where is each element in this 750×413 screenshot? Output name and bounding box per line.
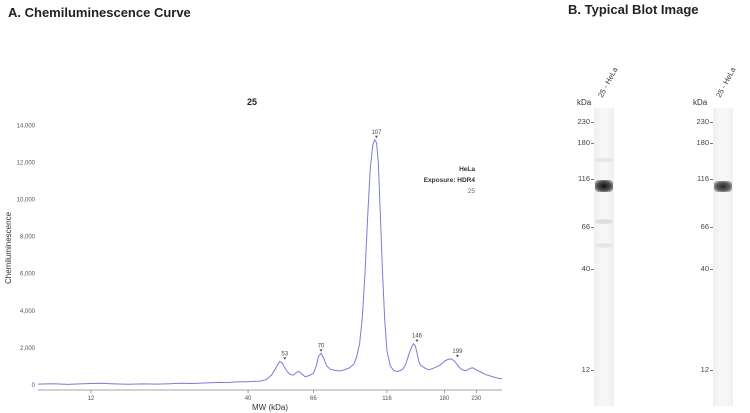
ladder-label: 40 xyxy=(700,263,709,273)
x-tick-label: 180 xyxy=(439,396,450,402)
peak-marker xyxy=(415,339,419,343)
panel-b-title: B. Typical Blot Image xyxy=(568,2,699,17)
ladder-tick xyxy=(710,179,713,181)
ladder-label: 40 xyxy=(581,263,590,273)
peak-label: 107 xyxy=(371,130,382,136)
y-tick-label: 12,000 xyxy=(17,161,36,167)
panel-a-title: A. Chemiluminescence Curve xyxy=(8,5,191,20)
x-axis-ticks: 12 40 66 116 180 230 xyxy=(88,390,482,402)
peak-label: 146 xyxy=(412,334,423,340)
legend-line: 25 xyxy=(468,188,476,195)
x-tick-label: 12 xyxy=(88,396,95,402)
ladder-tick xyxy=(591,268,594,270)
peak-marker xyxy=(283,357,287,360)
y-tick-label: 6,000 xyxy=(20,272,36,278)
y-tick-label: 10,000 xyxy=(17,198,36,204)
blot-lane xyxy=(713,108,733,406)
kda-label: kDa xyxy=(577,98,592,107)
y-tick-label: 14,000 xyxy=(17,123,36,129)
x-tick-label: 66 xyxy=(310,396,317,402)
ladder-label: 230 xyxy=(696,117,709,126)
ladder-tick xyxy=(710,226,713,228)
blot-band xyxy=(595,157,613,163)
peak-label: 53 xyxy=(281,351,288,357)
peak-labels: 53 70 107 146 199 xyxy=(281,130,463,360)
ladder-tick xyxy=(710,370,713,371)
y-axis: 0 2,000 4,000 6,000 8,000 10,000 12,000 14,000 xyxy=(17,123,36,388)
y-tick-label: 8,000 xyxy=(20,235,36,241)
peak-label: 70 xyxy=(318,343,325,349)
ladder-label: 230 xyxy=(577,117,590,126)
ladder-tick xyxy=(591,122,594,123)
blot-lane xyxy=(594,108,614,406)
ladder-tick xyxy=(591,179,594,181)
y-tick-label: 0 xyxy=(32,383,36,389)
peak-marker xyxy=(455,354,460,358)
ladder-label: 66 xyxy=(581,221,590,231)
ladder-label: 116 xyxy=(697,174,709,184)
ladder-label: 116 xyxy=(578,174,590,184)
ladder-tick xyxy=(591,370,594,371)
kda-label: kDa xyxy=(693,98,708,107)
ladder-tick xyxy=(710,268,713,270)
blot-band xyxy=(714,180,732,192)
ladder-tick xyxy=(710,142,713,144)
chart-title: 25 xyxy=(247,97,257,107)
ladder-tick xyxy=(591,226,594,228)
legend: HeLa Exposure: HDR4 25 xyxy=(424,166,476,195)
ladder-label: 180 xyxy=(696,137,709,147)
ladder-label: 12 xyxy=(700,365,709,374)
series-line xyxy=(37,138,503,385)
peak-marker xyxy=(374,135,379,139)
ladder-label: 180 xyxy=(577,137,590,147)
y-tick-label: 4,000 xyxy=(20,309,36,315)
legend-line: HeLa xyxy=(459,166,475,173)
ladder-label: 66 xyxy=(700,221,709,231)
ladder-tick xyxy=(591,142,594,144)
x-tick-label: 40 xyxy=(245,396,252,402)
blot-band xyxy=(595,180,613,193)
peak-marker xyxy=(319,349,323,352)
x-axis-label: MW (kDa) xyxy=(252,403,288,412)
y-tick-label: 2,000 xyxy=(20,346,36,352)
ladder-tick xyxy=(710,122,713,123)
legend-line: Exposure: HDR4 xyxy=(424,177,476,184)
blot-band xyxy=(595,242,613,248)
blot-band xyxy=(595,219,613,225)
y-axis-label: Chemiluminescence xyxy=(4,211,13,284)
peak-label: 199 xyxy=(452,349,463,355)
x-tick-label: 116 xyxy=(382,396,392,402)
ladder-label: 12 xyxy=(581,365,590,374)
x-tick-label: 230 xyxy=(471,396,482,402)
